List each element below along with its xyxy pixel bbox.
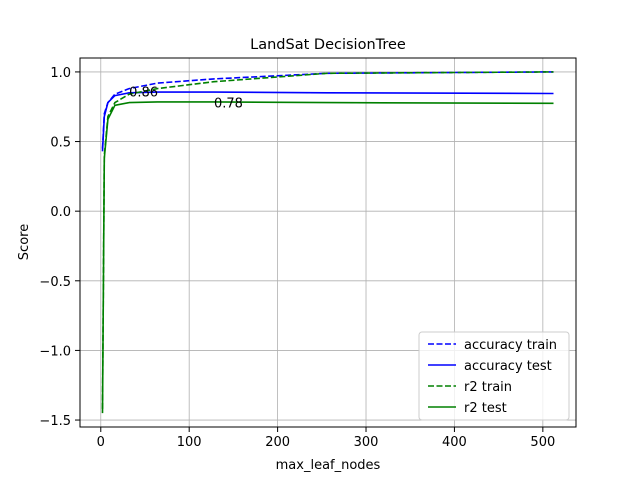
y-axis-label: Score [17, 224, 32, 260]
x-tick-label: 0 [97, 435, 105, 450]
x-tick-label: 200 [265, 435, 290, 450]
chart-title: LandSat DecisionTree [250, 37, 406, 53]
x-tick-label: 100 [177, 435, 202, 450]
y-tick-label: −1.5 [39, 414, 71, 429]
annotation-layer: 0.86 0.78 [129, 85, 243, 111]
legend-entry-label: accuracy train [464, 338, 557, 353]
series-line-accuracy-test [101, 91, 554, 152]
x-tick-label: 400 [442, 435, 467, 450]
series-line-r2-test [101, 101, 554, 414]
x-axis-label: max_leaf_nodes [276, 458, 381, 473]
legend: accuracy train accuracy test r2 train r2 te… [418, 331, 570, 421]
y-tick-label: 0.0 [50, 205, 71, 220]
legend-entry-label: accuracy test [464, 359, 552, 374]
annotation-label: 0.86 [129, 85, 158, 100]
y-tick-label: −0.5 [39, 275, 71, 290]
plot-frame [79, 57, 577, 428]
y-tick-label: 1.0 [50, 66, 71, 81]
series-layer [101, 71, 554, 414]
legend-entry-label: r2 test [464, 401, 507, 416]
annotation-label: 0.78 [214, 97, 243, 112]
y-tick-label: 0.5 [50, 136, 71, 151]
x-tick-label: 500 [530, 435, 555, 450]
legend-box [418, 331, 570, 421]
ticks: 0 100 200 300 400 500 −1.5 −1.0 −0.5 0.0 0.5 1.0 [39, 66, 555, 450]
y-tick-label: −1.0 [39, 344, 71, 359]
x-tick-label: 300 [354, 435, 379, 450]
legend-entry-label: r2 train [464, 380, 512, 395]
